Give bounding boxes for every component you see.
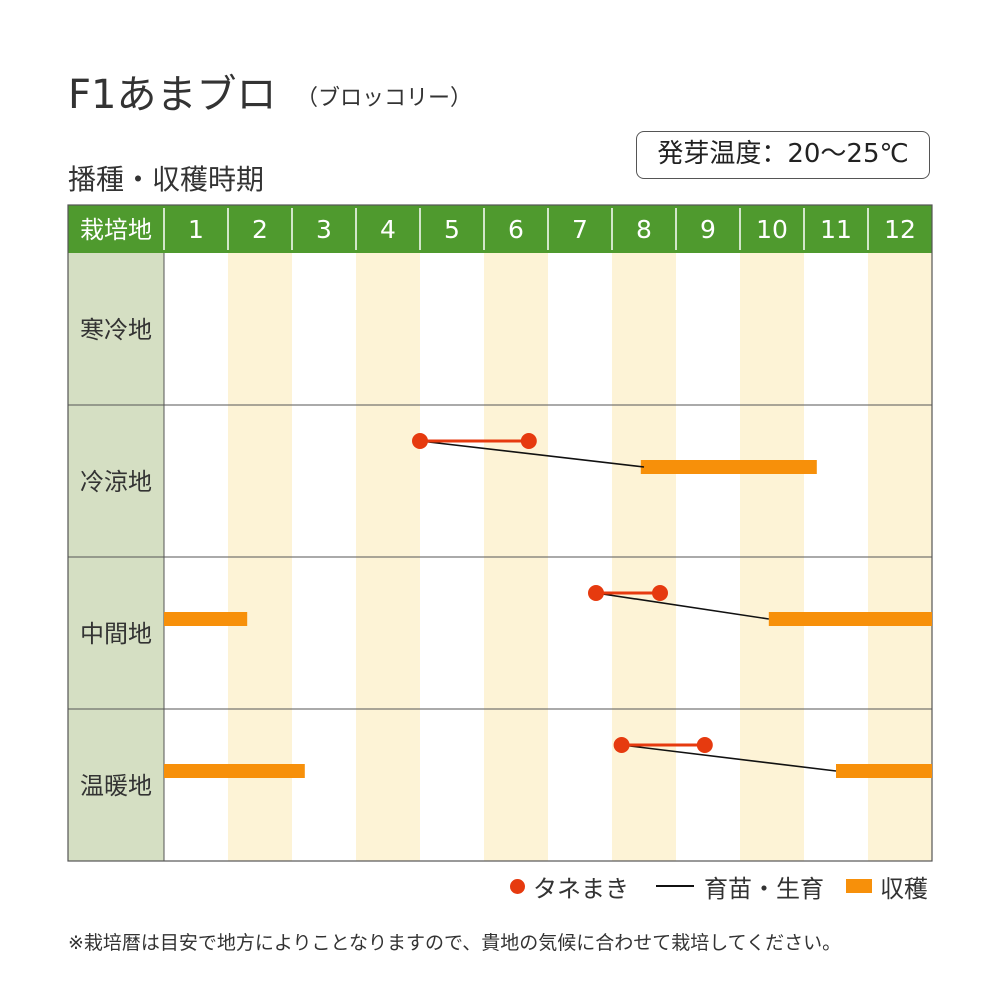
month-tick-label: 7	[572, 215, 588, 244]
month-tick-label: 11	[820, 215, 852, 244]
month-tick-label: 9	[700, 215, 716, 244]
sowing-dot-icon	[510, 878, 525, 894]
legend-label-growing: 育苗・生育	[704, 874, 824, 903]
harvest-bar	[164, 612, 248, 626]
chart-frame	[67, 204, 933, 862]
row-region-label: 冷涼地	[80, 468, 152, 496]
page-title: F1あまブロ	[68, 72, 277, 118]
header-corner-label: 栽培地	[80, 216, 152, 244]
chart-header-bar	[68, 205, 932, 253]
month-tick-label: 6	[508, 215, 524, 244]
month-tick-label: 10	[756, 215, 788, 244]
harvest-bar-icon	[846, 879, 872, 893]
month-tick-label: 5	[444, 215, 460, 244]
legend-label-harvest: 収穫	[880, 874, 928, 903]
month-tick-label: 2	[252, 215, 268, 244]
month-tick-label: 1	[188, 215, 204, 244]
legend: タネまき 育苗・生育 収穫	[0, 866, 1000, 906]
legend-item-harvest: 収穫	[846, 866, 928, 906]
month-tick-label: 3	[316, 215, 332, 244]
row-region-label: 温暖地	[80, 772, 152, 800]
month-tick-label: 8	[636, 215, 652, 244]
footnote: ※栽培暦は目安で地方によりことなりますので、貴地の気候に合わせて栽培してください…	[68, 932, 842, 954]
growing-line	[595, 592, 769, 620]
month-tick-label: 4	[380, 215, 396, 244]
page-subtitle: （ブロッコリー）	[296, 86, 473, 111]
sowing-end-dot	[652, 585, 668, 601]
row-region-label: 寒冷地	[80, 316, 152, 344]
harvest-bar	[768, 612, 932, 626]
legend-item-sowing: タネまき	[510, 866, 629, 906]
sowing-start-dot	[613, 737, 630, 753]
growing-line	[621, 744, 837, 772]
harvest-bar	[640, 460, 817, 474]
growing-line	[419, 440, 645, 468]
sowing-start-dot	[412, 433, 428, 449]
month-tick-label: 12	[884, 215, 916, 244]
growing-line-icon	[656, 884, 694, 888]
harvest-bar	[836, 764, 932, 778]
sowing-start-dot	[588, 585, 604, 601]
section-label: 播種・収穫時期	[68, 163, 265, 196]
row-region-label: 中間地	[80, 620, 152, 648]
harvest-bar	[164, 764, 305, 778]
sowing-end-dot	[696, 737, 713, 753]
legend-item-growing: 育苗・生育	[656, 866, 824, 906]
legend-label-sowing: タネまき	[533, 874, 629, 903]
sowing-end-dot	[520, 433, 537, 449]
germination-temp-badge: 発芽温度：20～25℃	[636, 131, 930, 179]
